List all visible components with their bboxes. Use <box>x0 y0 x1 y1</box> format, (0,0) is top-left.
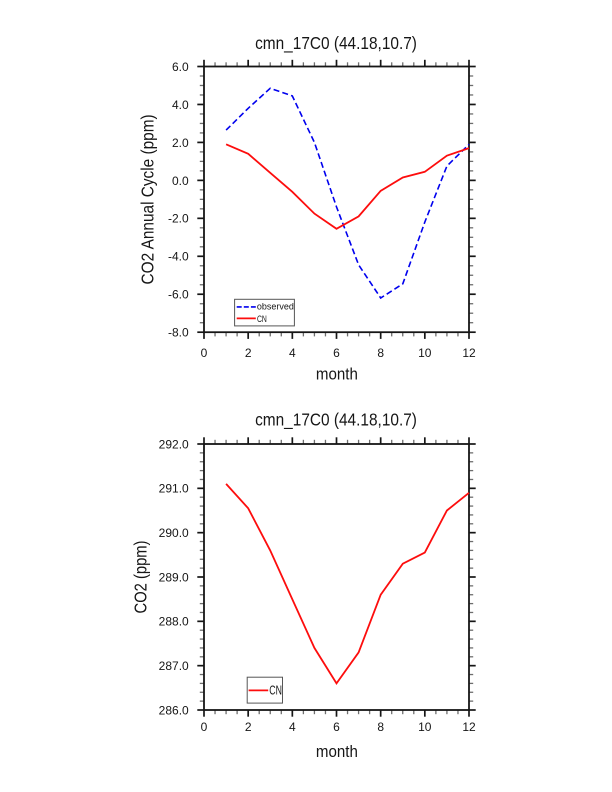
svg-text:cmn_17C0 (44.18,10.7): cmn_17C0 (44.18,10.7) <box>255 409 417 429</box>
svg-text:286.0: 286.0 <box>159 703 189 717</box>
svg-text:cmn_17C0 (44.18,10.7): cmn_17C0 (44.18,10.7) <box>255 33 417 53</box>
svg-text:month: month <box>316 365 358 384</box>
svg-text:CO2 (ppm): CO2 (ppm) <box>131 541 151 614</box>
svg-text:292.0: 292.0 <box>159 437 189 451</box>
svg-text:0.0: 0.0 <box>172 174 189 188</box>
svg-text:10: 10 <box>418 346 432 360</box>
svg-text:0: 0 <box>201 720 208 734</box>
svg-text:2: 2 <box>245 720 252 734</box>
svg-text:CN: CN <box>257 314 267 324</box>
svg-text:287.0: 287.0 <box>159 659 189 673</box>
svg-text:-8.0: -8.0 <box>168 326 189 340</box>
svg-text:CO2 Annual Cycle (ppm): CO2 Annual Cycle (ppm) <box>137 114 157 284</box>
svg-text:12: 12 <box>462 720 476 734</box>
svg-text:8: 8 <box>377 346 384 360</box>
svg-text:6.0: 6.0 <box>172 60 189 74</box>
svg-text:12: 12 <box>462 346 476 360</box>
svg-text:-6.0: -6.0 <box>168 288 189 302</box>
svg-text:4.0: 4.0 <box>172 98 189 112</box>
svg-text:2: 2 <box>245 346 252 360</box>
svg-text:-2.0: -2.0 <box>168 212 189 226</box>
svg-text:8: 8 <box>377 720 384 734</box>
svg-text:6: 6 <box>333 720 340 734</box>
svg-text:290.0: 290.0 <box>159 526 189 540</box>
svg-text:observed: observed <box>257 301 294 311</box>
svg-text:6: 6 <box>333 346 340 360</box>
svg-text:10: 10 <box>418 720 432 734</box>
svg-text:0: 0 <box>201 346 208 360</box>
svg-text:291.0: 291.0 <box>159 482 189 496</box>
svg-text:month: month <box>316 742 358 761</box>
svg-text:2.0: 2.0 <box>172 136 189 150</box>
svg-text:4: 4 <box>289 720 296 734</box>
svg-text:288.0: 288.0 <box>159 615 189 629</box>
svg-text:-4.0: -4.0 <box>168 250 189 264</box>
svg-text:CN: CN <box>269 684 282 698</box>
svg-text:4: 4 <box>289 346 296 360</box>
svg-text:289.0: 289.0 <box>159 570 189 584</box>
